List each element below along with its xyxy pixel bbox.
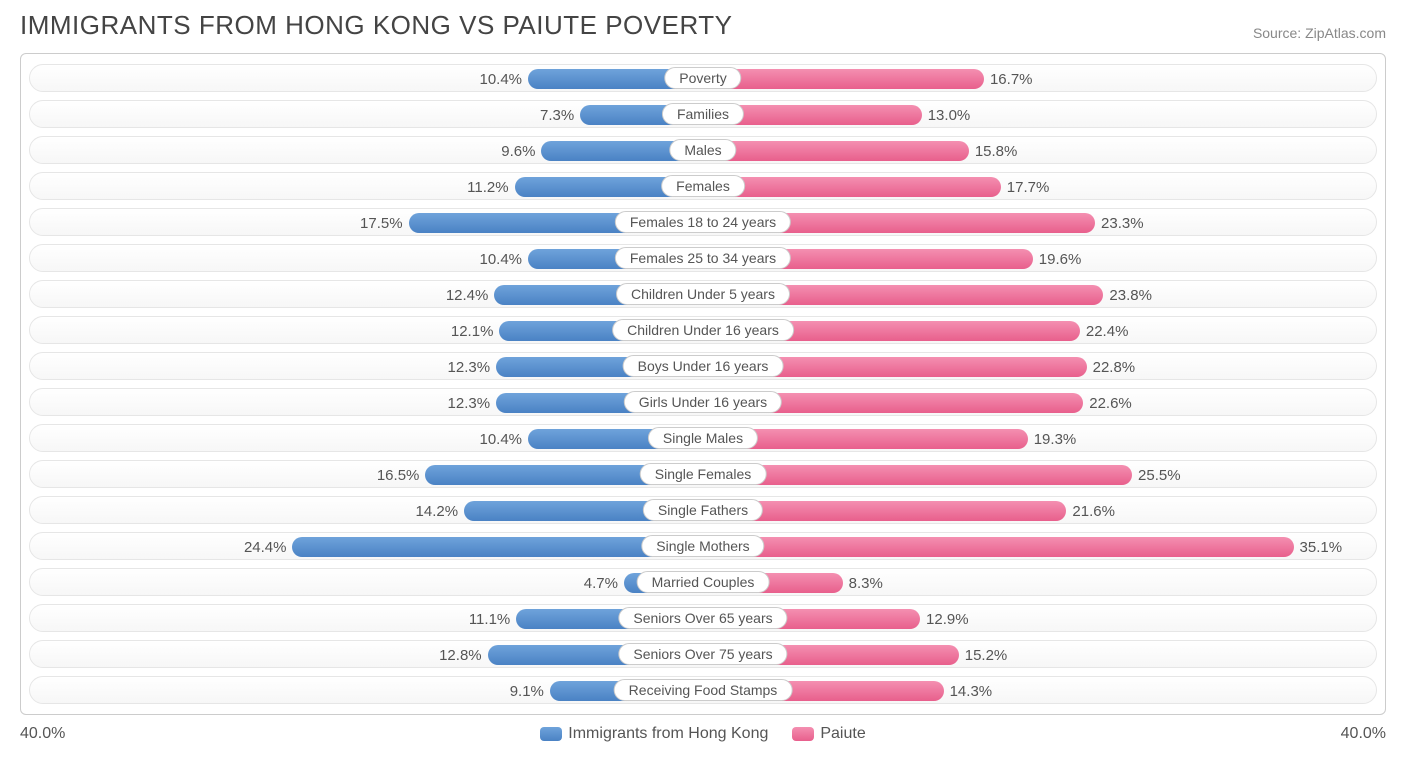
diverging-bar-chart: 10.4% 16.7% Poverty 7.3% 13.0% Families 9.6% 15… <box>20 53 1386 715</box>
chart-row: 7.3% 13.0% Families <box>29 100 1377 128</box>
value-right: 12.9% <box>926 611 969 628</box>
chart-row: 12.8% 15.2% Seniors Over 75 years <box>29 640 1377 668</box>
value-right: 25.5% <box>1138 467 1181 484</box>
value-right: 19.6% <box>1039 251 1082 268</box>
chart-header: IMMIGRANTS FROM HONG KONG VS PAIUTE POVE… <box>20 10 1386 41</box>
legend-swatch-left <box>540 727 562 741</box>
chart-row: 12.3% 22.8% Boys Under 16 years <box>29 352 1377 380</box>
category-label: Single Mothers <box>641 535 764 557</box>
value-left: 7.3% <box>540 107 574 124</box>
legend: Immigrants from Hong Kong Paiute <box>540 725 865 743</box>
category-label: Females <box>661 175 745 197</box>
chart-row: 11.1% 12.9% Seniors Over 65 years <box>29 604 1377 632</box>
category-label: Seniors Over 75 years <box>618 643 787 665</box>
chart-row: 24.4% 35.1% Single Mothers <box>29 532 1377 560</box>
value-right: 19.3% <box>1034 431 1077 448</box>
chart-row: 12.4% 23.8% Children Under 5 years <box>29 280 1377 308</box>
category-label: Girls Under 16 years <box>624 391 782 413</box>
value-right: 16.7% <box>990 71 1033 88</box>
bar-right <box>703 465 1132 485</box>
category-label: Married Couples <box>637 571 770 593</box>
legend-swatch-right <box>792 727 814 741</box>
category-label: Receiving Food Stamps <box>614 679 793 701</box>
value-left: 11.1% <box>469 611 510 628</box>
value-right: 23.8% <box>1109 287 1152 304</box>
value-right: 8.3% <box>849 575 883 592</box>
bar-right <box>703 141 969 161</box>
chart-row: 10.4% 19.6% Females 25 to 34 years <box>29 244 1377 272</box>
value-left: 24.4% <box>244 539 287 556</box>
axis-max-right: 40.0% <box>866 725 1386 743</box>
value-right: 15.8% <box>975 143 1018 160</box>
chart-row: 9.6% 15.8% Males <box>29 136 1377 164</box>
chart-row: 4.7% 8.3% Married Couples <box>29 568 1377 596</box>
value-left: 12.8% <box>439 647 482 664</box>
value-left: 12.3% <box>448 359 491 376</box>
value-left: 12.1% <box>451 323 494 340</box>
chart-row: 9.1% 14.3% Receiving Food Stamps <box>29 676 1377 704</box>
value-right: 22.4% <box>1086 323 1129 340</box>
category-label: Seniors Over 65 years <box>618 607 787 629</box>
value-left: 11.2% <box>467 179 508 196</box>
category-label: Poverty <box>664 67 741 89</box>
category-label: Families <box>662 103 744 125</box>
value-right: 15.2% <box>965 647 1008 664</box>
value-right: 14.3% <box>950 683 993 700</box>
chart-footer: 40.0% Immigrants from Hong Kong Paiute 4… <box>20 725 1386 743</box>
chart-source: Source: ZipAtlas.com <box>1253 25 1386 41</box>
legend-item-right: Paiute <box>792 725 865 743</box>
value-right: 22.6% <box>1089 395 1132 412</box>
category-label: Females 25 to 34 years <box>615 247 791 269</box>
chart-title: IMMIGRANTS FROM HONG KONG VS PAIUTE POVE… <box>20 10 733 41</box>
chart-row: 12.1% 22.4% Children Under 16 years <box>29 316 1377 344</box>
category-label: Single Fathers <box>643 499 763 521</box>
chart-row: 14.2% 21.6% Single Fathers <box>29 496 1377 524</box>
value-left: 10.4% <box>479 251 522 268</box>
category-label: Children Under 5 years <box>616 283 790 305</box>
value-right: 17.7% <box>1007 179 1050 196</box>
value-left: 14.2% <box>416 503 459 520</box>
value-left: 4.7% <box>584 575 618 592</box>
bar-right <box>703 537 1294 557</box>
value-left: 9.1% <box>510 683 544 700</box>
category-label: Single Females <box>640 463 767 485</box>
value-left: 12.4% <box>446 287 489 304</box>
value-right: 13.0% <box>928 107 971 124</box>
category-label: Males <box>669 139 736 161</box>
chart-row: 11.2% 17.7% Females <box>29 172 1377 200</box>
value-left: 16.5% <box>377 467 420 484</box>
category-label: Single Males <box>648 427 758 449</box>
category-label: Females 18 to 24 years <box>615 211 791 233</box>
value-left: 12.3% <box>448 395 491 412</box>
value-left: 10.4% <box>479 71 522 88</box>
value-left: 10.4% <box>479 431 522 448</box>
value-left: 17.5% <box>360 215 403 232</box>
chart-row: 17.5% 23.3% Females 18 to 24 years <box>29 208 1377 236</box>
category-label: Boys Under 16 years <box>623 355 784 377</box>
legend-label-left: Immigrants from Hong Kong <box>568 725 768 743</box>
value-right: 21.6% <box>1072 503 1115 520</box>
value-right: 23.3% <box>1101 215 1144 232</box>
bar-right <box>703 177 1001 197</box>
chart-row: 16.5% 25.5% Single Females <box>29 460 1377 488</box>
legend-label-right: Paiute <box>820 725 865 743</box>
bar-right <box>703 69 984 89</box>
chart-row: 10.4% 19.3% Single Males <box>29 424 1377 452</box>
category-label: Children Under 16 years <box>612 319 794 341</box>
value-right: 35.1% <box>1300 539 1343 556</box>
legend-item-left: Immigrants from Hong Kong <box>540 725 768 743</box>
value-right: 22.8% <box>1093 359 1136 376</box>
chart-row: 10.4% 16.7% Poverty <box>29 64 1377 92</box>
axis-max-left: 40.0% <box>20 725 540 743</box>
value-left: 9.6% <box>501 143 535 160</box>
chart-row: 12.3% 22.6% Girls Under 16 years <box>29 388 1377 416</box>
